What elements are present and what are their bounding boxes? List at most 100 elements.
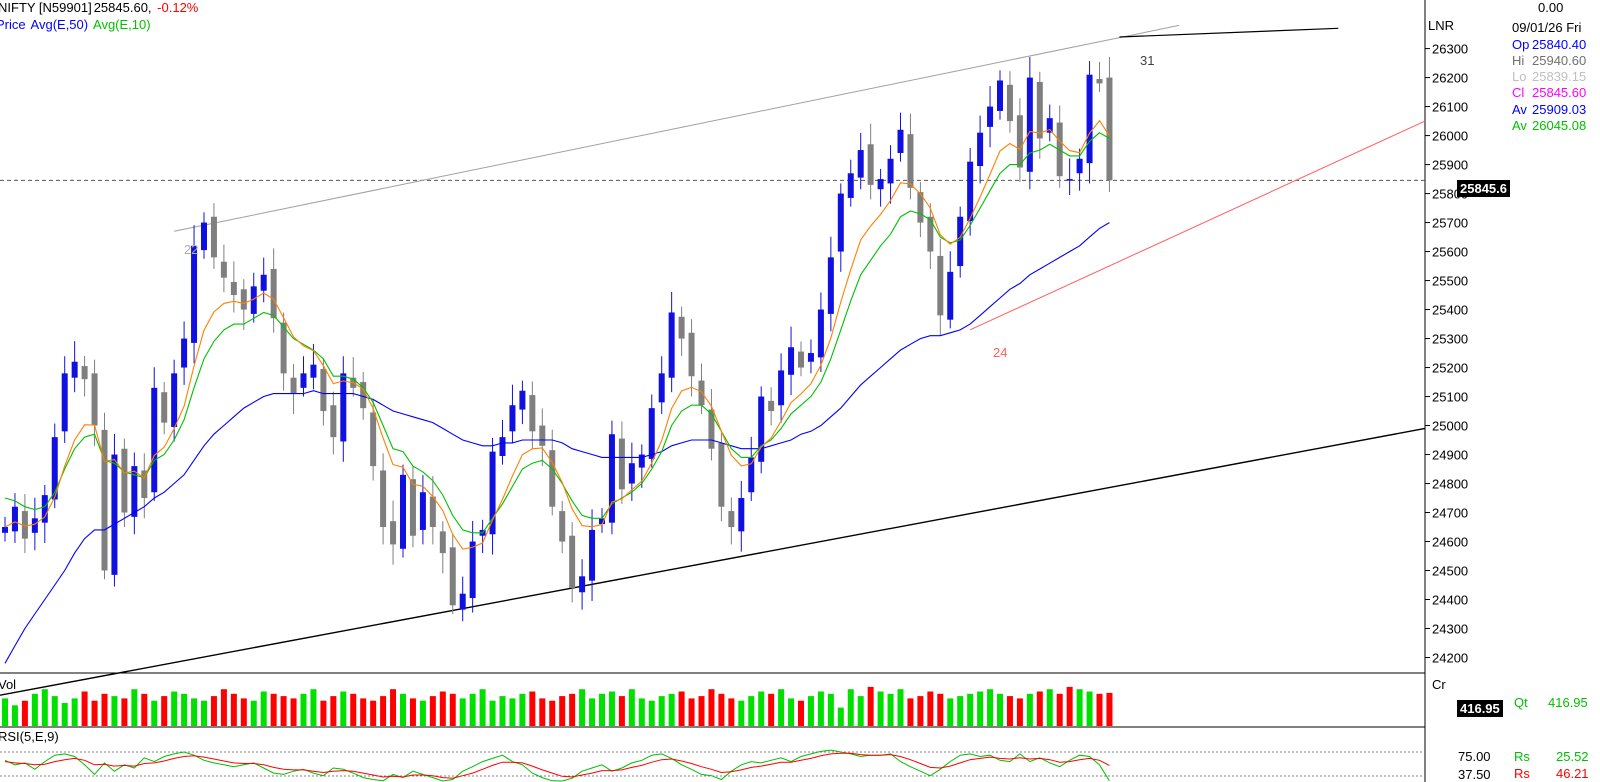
high-label: Hi <box>1512 53 1525 68</box>
volume-bar <box>1046 689 1053 726</box>
rs1-label: Rs <box>1514 749 1530 764</box>
candle-body <box>768 400 775 412</box>
ema50-line <box>4 222 1110 664</box>
candle-body <box>628 463 635 484</box>
volume-bar <box>1056 693 1063 726</box>
ema-orange-line <box>4 119 1110 550</box>
candle-body <box>1036 81 1043 139</box>
volume-bar <box>1036 691 1043 726</box>
volume-bar <box>748 696 755 726</box>
volume-bar <box>559 696 566 726</box>
candle-body <box>171 373 178 427</box>
candle-body <box>101 429 108 571</box>
candle-body <box>210 216 217 258</box>
candle-body <box>21 511 28 539</box>
candle-body <box>81 366 88 380</box>
candle-body <box>947 271 954 320</box>
volume-bar <box>419 700 426 726</box>
candle-body <box>499 437 506 456</box>
volume-bar <box>509 698 516 726</box>
candle-body <box>31 518 38 533</box>
volume-bars <box>2 686 1113 726</box>
candle-body <box>489 451 496 535</box>
rsi-tick-37: 37.50 <box>1458 767 1491 782</box>
info-date: 09/01/26 Fri <box>1512 20 1582 35</box>
volume-bar <box>708 689 715 726</box>
candle-body <box>817 309 824 358</box>
candle-body <box>439 531 446 554</box>
y-tick-label: 25000 <box>1432 419 1468 434</box>
volume-bar <box>151 700 158 726</box>
volume-bar <box>61 703 68 726</box>
av2-value: 26045.08 <box>1532 118 1587 133</box>
candle-body <box>330 405 337 438</box>
volume-bar <box>449 693 456 726</box>
candle-body <box>370 412 377 467</box>
legend: Price Avg(E,50) Avg(E,10) <box>0 17 153 32</box>
volume-bar <box>967 693 974 726</box>
volume-bar <box>569 693 576 726</box>
volume-bar <box>360 698 367 726</box>
volume-bar <box>489 700 496 726</box>
y-tick-label: 24300 <box>1432 622 1468 637</box>
volume-bar <box>977 691 984 726</box>
volume-bar <box>499 696 506 726</box>
volume-bar <box>937 693 944 726</box>
volume-bar <box>210 696 217 726</box>
volume-bar <box>927 691 934 726</box>
volume-bar <box>479 689 486 726</box>
rs1-value: 25.52 <box>1556 749 1589 764</box>
volume-bar <box>131 689 138 726</box>
av1-label: Av <box>1512 102 1527 117</box>
rising-support-line <box>969 120 1426 331</box>
candle-body <box>847 173 854 198</box>
candle-body <box>240 289 247 310</box>
volume-bar <box>788 698 795 726</box>
volume-bar <box>1096 693 1103 726</box>
volume-label: Vol <box>0 677 17 692</box>
volume-bar <box>608 691 615 726</box>
volume-bar <box>718 693 725 726</box>
open-value: 25840.40 <box>1532 37 1587 52</box>
volume-bar <box>260 691 267 726</box>
volume-bar <box>847 689 854 726</box>
volume-bar <box>658 696 665 726</box>
candle-body <box>270 268 277 319</box>
volume-bar <box>121 698 128 726</box>
candle-body <box>887 158 894 184</box>
volume-bar <box>340 691 347 726</box>
volume-bar <box>917 696 924 726</box>
volume-bar <box>877 691 884 726</box>
high-value: 25940.60 <box>1532 53 1587 68</box>
candle-body <box>638 454 645 468</box>
candle-body <box>41 495 48 523</box>
candle-body <box>1066 179 1073 181</box>
candle-body <box>798 351 804 368</box>
candle-body <box>897 129 904 153</box>
last-price-tag: 25845.6 <box>1457 180 1510 197</box>
volume-bar <box>409 698 416 726</box>
volume-bar <box>987 689 994 726</box>
y-tick-label: 25100 <box>1432 390 1468 405</box>
volume-bar <box>857 696 864 726</box>
candle-body <box>758 396 765 462</box>
candle-body <box>310 364 317 378</box>
top-line <box>1119 27 1339 38</box>
candle-body <box>91 373 98 426</box>
candle-body <box>509 405 516 432</box>
volume-bar <box>280 696 287 726</box>
y-tick-label: 24200 <box>1432 651 1468 666</box>
y-tick-label: 24900 <box>1432 448 1468 463</box>
candle-body <box>967 161 974 222</box>
candle-body <box>837 193 844 252</box>
candle-body <box>380 470 387 528</box>
volume-right-label: Cr <box>1432 677 1446 692</box>
y-tick-label: 26000 <box>1432 129 1468 144</box>
volume-bar <box>111 696 118 726</box>
close-label: Cl <box>1512 85 1525 100</box>
info-av2: Av 26045.08 <box>1512 118 1586 133</box>
scale-mode-label[interactable]: LNR <box>1428 18 1455 33</box>
volume-bar <box>51 696 58 726</box>
y-tick-label: 24600 <box>1432 535 1468 550</box>
